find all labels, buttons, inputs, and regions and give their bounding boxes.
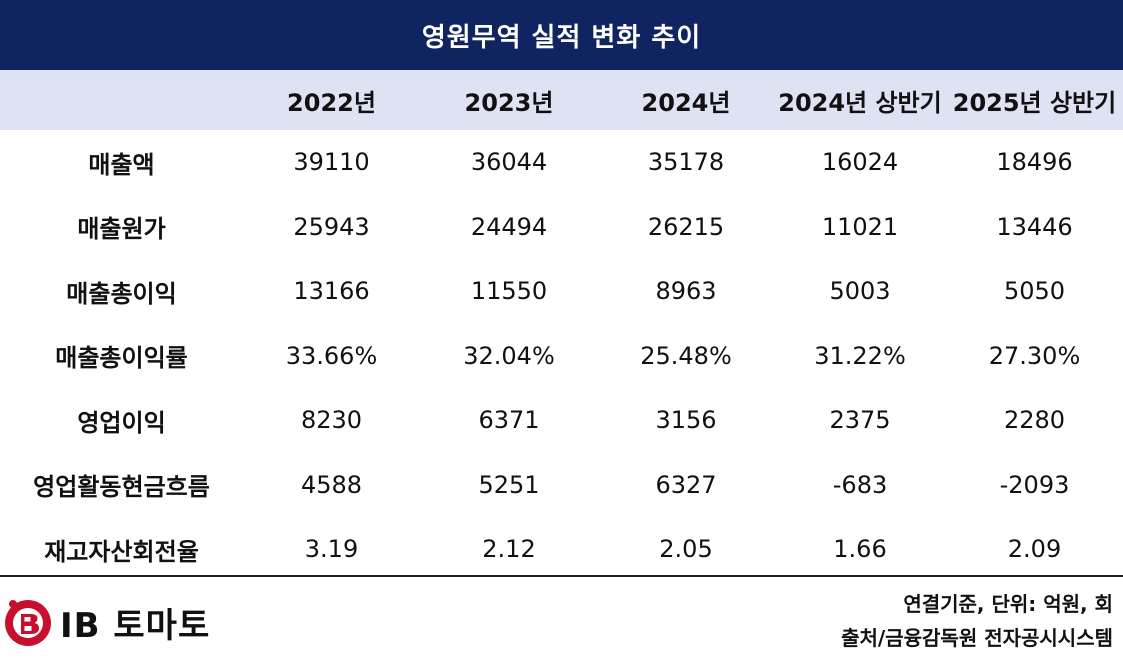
table-cell: 2375: [829, 406, 891, 435]
table-cell: 16024: [821, 148, 899, 177]
table-cell: 39110: [293, 148, 370, 177]
table-cell: 36044: [470, 148, 548, 177]
table-cell: 25943: [293, 212, 370, 241]
row-label: 재고자산회전율: [44, 537, 199, 566]
table-cell: 33.66%: [285, 341, 378, 370]
table-cell: 8230: [300, 406, 363, 435]
table-cell: 6371: [478, 406, 540, 435]
table-cell: 25.48%: [640, 341, 732, 370]
table-row: 매출액 39110 36044 35178 16024 18496: [0, 130, 1123, 195]
header-cell-2023: 2023년: [464, 88, 554, 117]
table-cell: 2.09: [1007, 535, 1062, 564]
table-row: 매출원가 25943 24494 26215 11021 13446: [0, 195, 1123, 260]
table-cell: 13446: [996, 212, 1073, 241]
table-cell: 11021: [821, 212, 899, 241]
header-cell-2024: 2024년: [641, 88, 731, 117]
table-cell: 35178: [647, 148, 725, 177]
row-label: 매출액: [88, 150, 155, 179]
table-cell: 32.04%: [463, 341, 555, 370]
table-row: 영업활동현금흐름 4588 5251 6327 -683 -2093: [0, 453, 1123, 518]
row-label: 영업활동현금흐름: [33, 473, 210, 502]
table-cell: 18496: [996, 148, 1073, 177]
table-cell: 3156: [655, 406, 717, 435]
table-row: 매출총이익률 33.66% 32.04% 25.48% 31.22% 27.30…: [0, 324, 1123, 389]
table-cell: 8963: [655, 277, 717, 306]
table-cell: 31.22%: [814, 341, 906, 370]
table-cell: 2.05: [659, 535, 713, 564]
source-note: 출처/금융감독원 전자공시시스템: [841, 626, 1113, 650]
table-cell: 5003: [829, 277, 891, 306]
table-cell: 2.12: [482, 535, 536, 564]
header-cell-2022: 2022년: [287, 88, 376, 117]
logo-text: IB 토마토: [60, 605, 211, 646]
table-cell: 26215: [647, 212, 725, 241]
footer-divider: [0, 575, 1123, 577]
row-label: 매출총이익: [66, 279, 177, 308]
row-label: 매출원가: [77, 215, 166, 244]
table-header-row: 2022년 2023년 2024년 2024년 상반기 2025년 상반기: [0, 70, 1123, 130]
table-cell: 6327: [655, 470, 717, 499]
table-cell: -683: [832, 470, 888, 499]
table-cell: -2093: [999, 470, 1070, 499]
table-row: 매출총이익 13166 11550 8963 5003 5050: [0, 259, 1123, 324]
table-cell: 27.30%: [988, 341, 1081, 370]
header-cell-2025-h1: 2025년 상반기: [952, 88, 1117, 117]
header-cell-blank: [0, 70, 243, 130]
table-cell: 5050: [1003, 277, 1066, 306]
table-cell: 2280: [1003, 406, 1066, 435]
ib-tomato-logo: IB 토마토: [2, 596, 210, 648]
table-cell: 13166: [293, 277, 370, 306]
table-cell: 1.66: [833, 535, 887, 564]
header-cell-2024-h1: 2024년 상반기: [778, 88, 942, 117]
basis-note: 연결기준, 단위: 억원, 회: [903, 592, 1113, 616]
row-label: 매출총이익률: [55, 344, 188, 373]
table-row: 영업이익 8230 6371 3156 2375 2280: [0, 388, 1123, 453]
table-cell: 24494: [470, 212, 548, 241]
table-body: 매출액 39110 36044 35178 16024 18496 매출원가 2…: [0, 130, 1123, 582]
table-cell: 4588: [300, 470, 363, 499]
table-cell: 5251: [478, 470, 540, 499]
table-title: 영원무역 실적 변화 추이: [0, 0, 1123, 70]
ib-tomato-logo-icon: [5, 600, 51, 646]
table-cell: 3.19: [304, 535, 359, 564]
row-label: 영업이익: [77, 408, 166, 437]
table-cell: 11550: [470, 277, 548, 306]
table-row: 재고자산회전율 3.19 2.12 2.05 1.66 2.09: [0, 517, 1123, 582]
